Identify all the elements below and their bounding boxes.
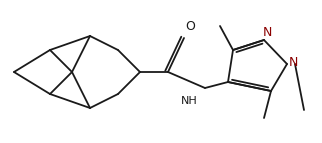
Text: NH: NH: [181, 96, 197, 106]
Text: N: N: [262, 26, 272, 39]
Text: O: O: [185, 19, 195, 32]
Text: N: N: [288, 55, 298, 68]
